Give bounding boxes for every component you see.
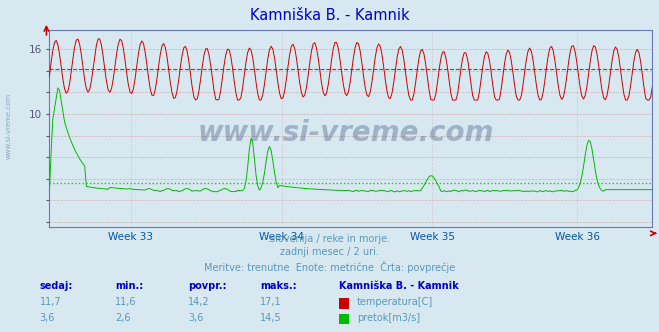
Text: 14,5: 14,5 xyxy=(260,313,282,323)
Text: 2,6: 2,6 xyxy=(115,313,131,323)
Text: Slovenija / reke in morje.: Slovenija / reke in morje. xyxy=(269,234,390,244)
Text: 3,6: 3,6 xyxy=(188,313,203,323)
Text: min.:: min.: xyxy=(115,281,144,290)
Text: www.si-vreme.com: www.si-vreme.com xyxy=(5,93,11,159)
Text: 14,2: 14,2 xyxy=(188,297,210,307)
Text: 3,6: 3,6 xyxy=(40,313,55,323)
Text: temperatura[C]: temperatura[C] xyxy=(357,297,434,307)
Text: Kamniška B. - Kamnik: Kamniška B. - Kamnik xyxy=(250,8,409,23)
Text: Kamniška B. - Kamnik: Kamniška B. - Kamnik xyxy=(339,281,459,290)
Text: pretok[m3/s]: pretok[m3/s] xyxy=(357,313,420,323)
Text: maks.:: maks.: xyxy=(260,281,297,290)
Text: sedaj:: sedaj: xyxy=(40,281,73,290)
Text: Meritve: trenutne  Enote: metrične  Črta: povprečje: Meritve: trenutne Enote: metrične Črta: … xyxy=(204,261,455,273)
Text: 17,1: 17,1 xyxy=(260,297,282,307)
Text: www.si-vreme.com: www.si-vreme.com xyxy=(198,119,494,147)
Text: zadnji mesec / 2 uri.: zadnji mesec / 2 uri. xyxy=(280,247,379,257)
Text: 11,6: 11,6 xyxy=(115,297,137,307)
Text: 11,7: 11,7 xyxy=(40,297,61,307)
Text: povpr.:: povpr.: xyxy=(188,281,226,290)
